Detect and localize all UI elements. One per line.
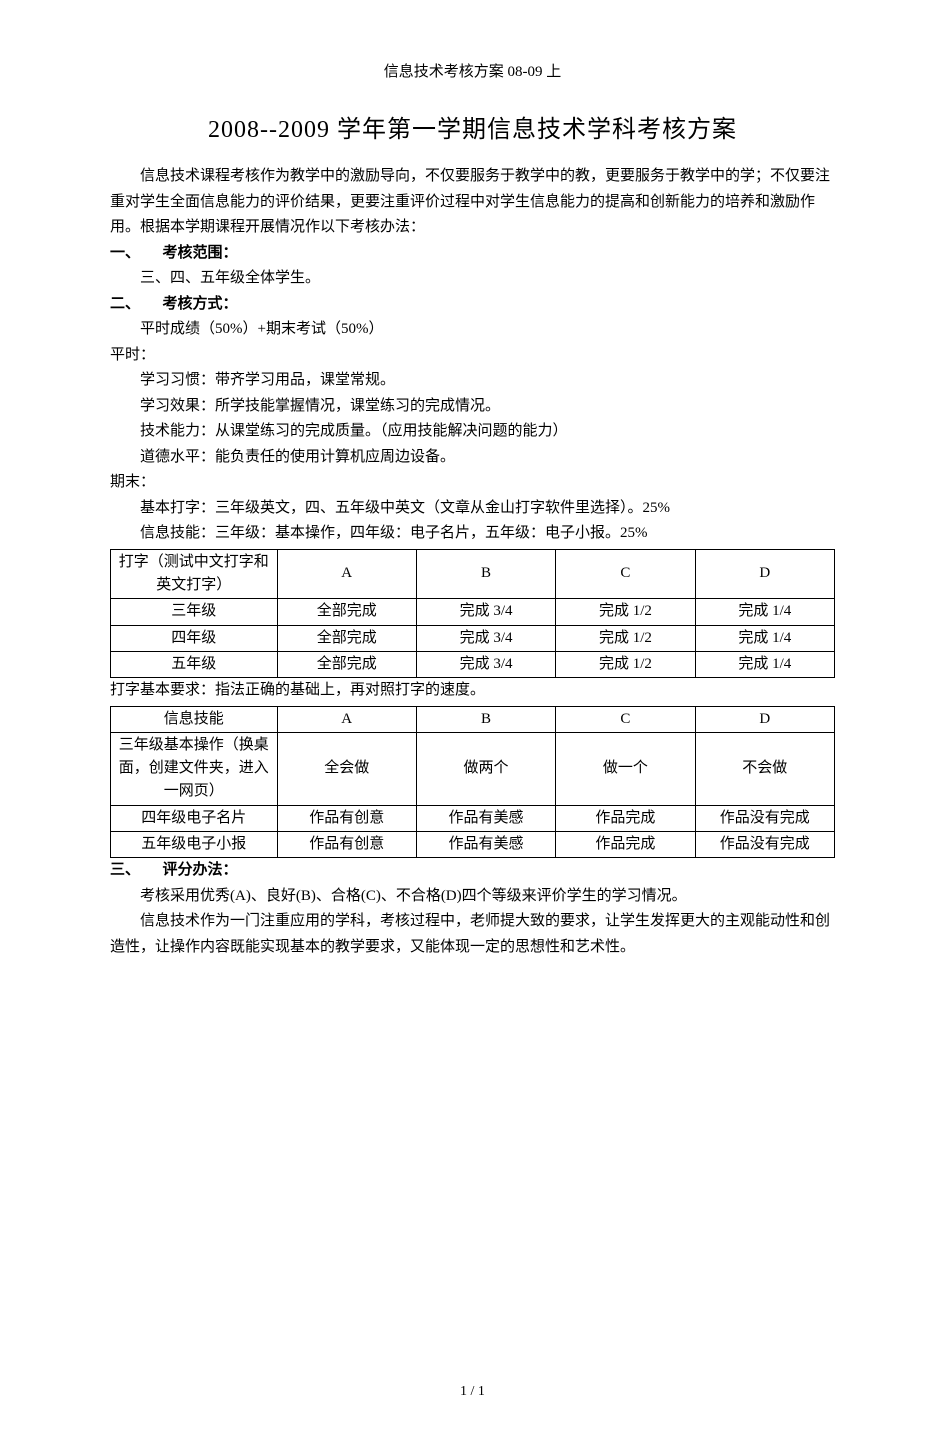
table-row: 信息技能 A B C D [111,706,835,732]
final-line-1: 基本打字：三年级英文，四、五年级中英文（文章从金山打字软件里选择）。25% [110,496,835,522]
normal-line-2: 学习效果：所学技能掌握情况，课堂练习的完成情况。 [110,394,835,420]
typing-table: 打字（测试中文打字和英文打字） A B C D 三年级 全部完成 完成 3/4 … [110,549,835,678]
table-cell: 作品完成 [556,831,695,857]
table-cell: 作品有美感 [416,831,555,857]
table-cell: 完成 3/4 [416,599,555,625]
table-header-cell: B [416,706,555,732]
section1-head: 一、 考核范围： [110,241,835,267]
table-cell: 做一个 [556,732,695,805]
table-cell: 五年级电子小报 [111,831,278,857]
table-header-cell: D [695,549,834,599]
table-row: 四年级 全部完成 完成 3/4 完成 1/2 完成 1/4 [111,625,835,651]
table-cell: 完成 1/2 [556,651,695,677]
table-row: 四年级电子名片 作品有创意 作品有美感 作品完成 作品没有完成 [111,805,835,831]
table-cell: 完成 1/2 [556,625,695,651]
section3-head: 三、 评分办法： [110,858,835,884]
table-row: 打字（测试中文打字和英文打字） A B C D [111,549,835,599]
normal-line-3: 技术能力：从课堂练习的完成质量。（应用技能解决问题的能力） [110,419,835,445]
table-cell: 完成 1/4 [695,625,834,651]
normal-line-4: 道德水平：能负责任的使用计算机应周边设备。 [110,445,835,471]
intro-paragraph: 信息技术课程考核作为教学中的激励导向，不仅要服务于教学中的教，更要服务于教学中的… [110,164,835,241]
table-cell: 四年级电子名片 [111,805,278,831]
table-cell: 全部完成 [277,599,416,625]
table-header-cell: 信息技能 [111,706,278,732]
table-header-cell: D [695,706,834,732]
table-cell: 作品有创意 [277,831,416,857]
table-cell: 作品完成 [556,805,695,831]
page-title: 2008--2009 学年第一学期信息技术学科考核方案 [110,110,835,151]
typing-note: 打字基本要求：指法正确的基础上，再对照打字的速度。 [110,678,835,704]
table-header-cell: C [556,706,695,732]
table-cell: 不会做 [695,732,834,805]
table-row: 三年级 全部完成 完成 3/4 完成 1/2 完成 1/4 [111,599,835,625]
table-cell: 全部完成 [277,625,416,651]
table-header-cell: A [277,706,416,732]
section3-p1: 考核采用优秀(A)、良好(B)、合格(C)、不合格(D)四个等级来评价学生的学习… [110,884,835,910]
section1-body: 三、四、五年级全体学生。 [110,266,835,292]
table-header-cell: A [277,549,416,599]
normal-head: 平时： [110,343,835,369]
page-footer: 1 / 1 [110,1380,835,1404]
table-header-cell: B [416,549,555,599]
section2-head: 二、 考核方式： [110,292,835,318]
normal-line-1: 学习习惯：带齐学习用品，课堂常规。 [110,368,835,394]
table-cell: 做两个 [416,732,555,805]
table-cell: 作品没有完成 [695,831,834,857]
table-cell: 完成 1/4 [695,599,834,625]
table-cell: 五年级 [111,651,278,677]
table-cell: 全会做 [277,732,416,805]
table-cell: 完成 1/2 [556,599,695,625]
table-cell: 三年级 [111,599,278,625]
final-line-2: 信息技能：三年级：基本操作，四年级：电子名片，五年级：电子小报。25% [110,521,835,547]
table-header-cell: 打字（测试中文打字和英文打字） [111,549,278,599]
table-cell: 作品有创意 [277,805,416,831]
table-header-cell: C [556,549,695,599]
final-head: 期末： [110,470,835,496]
page-header: 信息技术考核方案 08-09 上 [110,60,835,86]
table-cell: 作品没有完成 [695,805,834,831]
table-row: 三年级基本操作（换桌面，创建文件夹，进入一网页） 全会做 做两个 做一个 不会做 [111,732,835,805]
skill-table: 信息技能 A B C D 三年级基本操作（换桌面，创建文件夹，进入一网页） 全会… [110,706,835,859]
table-cell: 三年级基本操作（换桌面，创建文件夹，进入一网页） [111,732,278,805]
table-cell: 完成 1/4 [695,651,834,677]
table-row: 五年级 全部完成 完成 3/4 完成 1/2 完成 1/4 [111,651,835,677]
table-cell: 四年级 [111,625,278,651]
section3-p2: 信息技术作为一门注重应用的学科，考核过程中，老师提大致的要求，让学生发挥更大的主… [110,909,835,960]
table-cell: 完成 3/4 [416,651,555,677]
grade-formula: 平时成绩（50%）+期末考试（50%） [110,317,835,343]
table-cell: 完成 3/4 [416,625,555,651]
table-cell: 全部完成 [277,651,416,677]
table-row: 五年级电子小报 作品有创意 作品有美感 作品完成 作品没有完成 [111,831,835,857]
table-cell: 作品有美感 [416,805,555,831]
